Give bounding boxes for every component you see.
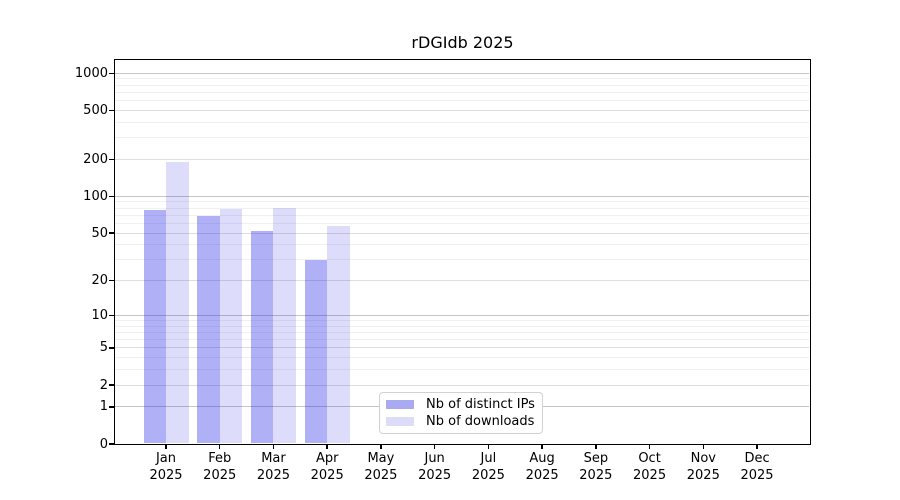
x-tick-mark (702, 444, 705, 449)
x-tick-label: Feb 2025 (203, 451, 237, 483)
y-tick-mark (109, 347, 114, 349)
x-tick-label: Oct 2025 (633, 451, 667, 483)
minor-gridline (115, 78, 809, 80)
x-tick-mark (648, 444, 651, 449)
plot-area (114, 59, 811, 445)
y-tick-mark (109, 109, 114, 112)
minor-gridline (115, 319, 809, 321)
x-tick-mark (165, 444, 167, 449)
x-tick-mark (272, 444, 275, 449)
y-tick-label: 200 (83, 151, 108, 167)
minor-gridline (115, 259, 809, 261)
x-tick-label: Aug 2025 (525, 451, 559, 483)
x-tick-label: May 2025 (364, 451, 398, 483)
x-tick-label: Jun 2025 (418, 451, 452, 483)
y-tick-mark (109, 279, 114, 282)
x-tick-mark (218, 444, 221, 449)
bar-downloads (273, 207, 296, 443)
y-tick-label: 2 (99, 377, 108, 393)
legend-row: Nb of distinct IPs (386, 396, 536, 413)
plot-inner (115, 60, 809, 443)
y-tick-mark (109, 443, 114, 445)
minor-gridline (115, 331, 809, 333)
mid-gridline (115, 280, 809, 282)
minor-gridline (115, 137, 809, 139)
major-gridline (115, 195, 809, 197)
bar-downloads (327, 225, 350, 443)
minor-gridline (115, 100, 809, 102)
y-tick-label: 10 (91, 307, 108, 323)
x-tick-label: Mar 2025 (256, 451, 290, 483)
major-gridline (115, 72, 809, 74)
x-tick-mark (595, 444, 597, 449)
y-tick-label: 5 (99, 340, 108, 356)
y-tick-label: 0 (99, 436, 108, 452)
y-tick-label: 1 (99, 399, 108, 415)
x-tick-label: Jan 2025 (149, 451, 183, 483)
minor-gridline (115, 121, 809, 123)
mid-gridline (115, 109, 809, 111)
y-tick-mark (109, 72, 114, 75)
minor-gridline (115, 207, 809, 209)
bar-downloads (166, 162, 189, 443)
mid-gridline (115, 232, 809, 234)
legend-label-downloads: Nb of downloads (426, 414, 535, 430)
legend: Nb of distinct IPs Nb of downloads (379, 392, 543, 434)
minor-gridline (115, 214, 809, 216)
mid-gridline (115, 347, 809, 349)
legend-swatch-downloads (386, 417, 414, 427)
legend-row: Nb of downloads (386, 413, 536, 430)
x-tick-mark (380, 444, 382, 449)
x-tick-mark (487, 444, 490, 449)
major-gridline (115, 314, 809, 316)
minor-gridline (115, 357, 809, 359)
x-tick-mark (541, 444, 543, 449)
minor-gridline (115, 369, 809, 371)
chart-title: rDGIdb 2025 (411, 33, 514, 52)
y-tick-label: 1000 (74, 65, 108, 81)
x-tick-mark (756, 444, 758, 449)
y-tick-mark (109, 195, 114, 198)
y-tick-label: 50 (91, 225, 108, 241)
y-tick-label: 500 (83, 102, 108, 118)
minor-gridline (115, 244, 809, 246)
minor-gridline (115, 84, 809, 86)
bar-distinct-ips (250, 230, 274, 443)
bar-distinct-ips (304, 260, 328, 443)
minor-gridline (115, 325, 809, 327)
bar-distinct-ips (143, 209, 166, 443)
bar-distinct-ips (197, 216, 220, 443)
x-tick-mark (433, 444, 436, 449)
minor-gridline (115, 339, 809, 341)
legend-label-distinct-ips: Nb of distinct IPs (426, 396, 535, 412)
y-tick-mark (109, 314, 114, 317)
x-tick-mark (326, 444, 328, 449)
x-tick-label: Dec 2025 (740, 451, 774, 483)
y-tick-label: 100 (83, 188, 108, 204)
x-tick-label: Sep 2025 (579, 451, 613, 483)
minor-gridline (115, 222, 809, 224)
minor-gridline (115, 91, 809, 93)
x-tick-label: Jul 2025 (471, 451, 505, 483)
y-tick-mark (109, 158, 114, 161)
y-tick-mark (109, 406, 114, 408)
mid-gridline (115, 158, 809, 160)
bar-downloads (219, 209, 243, 443)
x-tick-label: Nov 2025 (686, 451, 720, 483)
y-tick-mark (109, 232, 114, 234)
y-tick-label: 20 (91, 273, 108, 289)
minor-gridline (115, 201, 809, 203)
mid-gridline (115, 384, 809, 386)
legend-swatch-distinct-ips (386, 399, 414, 409)
y-tick-mark (109, 384, 114, 386)
x-tick-label: Apr 2025 (310, 451, 344, 483)
